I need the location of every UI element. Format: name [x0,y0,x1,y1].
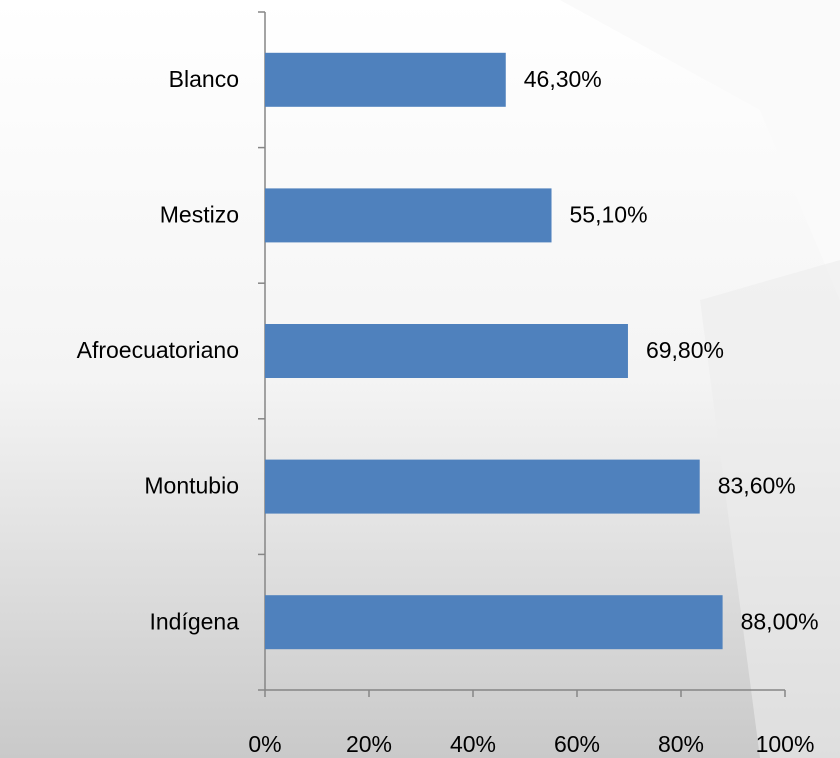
bar [265,459,700,514]
value-label: 46,30% [524,66,602,92]
value-label: 83,60% [718,473,796,499]
x-tick-label: 80% [658,731,704,757]
value-label: 88,00% [741,608,819,634]
decor [560,0,840,300]
y-tick-label: Blanco [169,66,239,92]
y-tick-label: Indígena [149,608,239,634]
x-tick-label: 0% [248,731,281,757]
value-label: 55,10% [570,201,648,227]
decor [700,260,840,758]
x-tick-label: 100% [756,731,815,757]
bar [265,188,552,243]
y-tick-label: Mestizo [160,201,239,227]
bar [265,52,506,107]
y-tick-label: Afroecuatoriano [77,337,239,363]
bar [265,595,723,650]
y-tick-label: Montubio [144,473,239,499]
x-tick-label: 60% [554,731,600,757]
bar [265,324,628,378]
value-label: 69,80% [646,337,724,363]
x-tick-label: 40% [450,731,496,757]
x-tick-label: 20% [346,731,392,757]
